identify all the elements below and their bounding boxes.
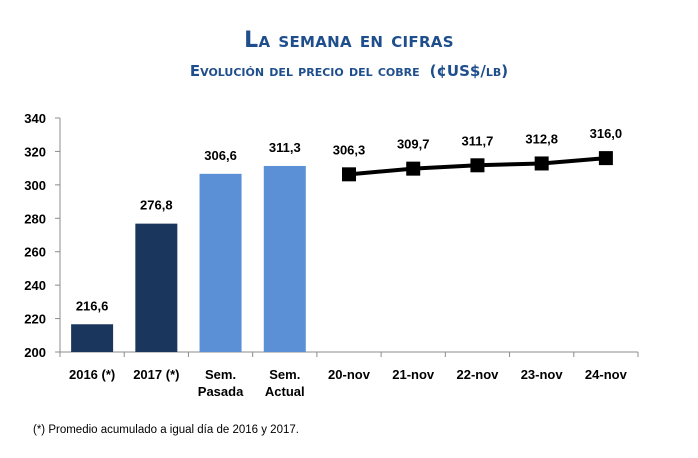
bar-data-label: 276,8 bbox=[140, 198, 173, 213]
line-marker bbox=[470, 158, 485, 173]
y-tick-label: 240 bbox=[24, 278, 46, 293]
footnote: (*) Promedio acumulado a igual día de 20… bbox=[33, 424, 299, 436]
x-tick-label: Pasada bbox=[198, 384, 244, 399]
bar bbox=[263, 165, 306, 352]
y-tick-label: 320 bbox=[24, 144, 46, 159]
line-marker bbox=[598, 151, 613, 166]
line-marker bbox=[534, 156, 549, 171]
x-tick-label: 21-nov bbox=[392, 367, 435, 382]
line-data-label: 312,8 bbox=[525, 131, 558, 146]
x-tick-label: Actual bbox=[265, 384, 305, 399]
line-data-label: 311,7 bbox=[462, 133, 494, 148]
x-tick-label: 2017 (*) bbox=[133, 367, 179, 382]
chart-subtitle: Evolución del precio del cobre (¢US$/lb) bbox=[0, 62, 698, 80]
chart-title: La semana en cifras bbox=[244, 28, 454, 53]
subtitle-text: Evolución del precio del cobre bbox=[189, 62, 420, 80]
y-tick-label: 260 bbox=[24, 245, 46, 260]
x-tick-label: Sem. bbox=[205, 367, 236, 382]
line-marker bbox=[342, 167, 356, 182]
line-marker bbox=[406, 161, 421, 176]
bar bbox=[135, 223, 178, 352]
bar-data-label: 306,6 bbox=[204, 148, 237, 163]
x-tick-label: 23-nov bbox=[521, 367, 564, 382]
x-tick-label: 2016 (*) bbox=[69, 367, 115, 382]
y-tick-label: 220 bbox=[24, 312, 46, 327]
y-tick-label: 300 bbox=[24, 178, 46, 193]
x-tick-label: 20-nov bbox=[328, 367, 371, 382]
x-tick-label: 24-nov bbox=[585, 367, 628, 382]
y-tick-label: 200 bbox=[24, 345, 46, 360]
bar-data-label: 216,6 bbox=[76, 298, 109, 313]
bar bbox=[71, 324, 114, 352]
y-tick-label: 280 bbox=[24, 211, 46, 226]
line-data-label: 306,3 bbox=[333, 142, 366, 157]
line-data-label: 309,7 bbox=[397, 137, 430, 152]
y-tick-label: 340 bbox=[24, 111, 46, 126]
subtitle-unit: (¢US$/lb) bbox=[429, 62, 509, 80]
x-tick-label: Sem. bbox=[269, 367, 300, 382]
x-tick-label: 22-nov bbox=[456, 367, 499, 382]
line-data-label: 316,0 bbox=[590, 126, 623, 141]
bar-data-label: 311,3 bbox=[269, 140, 301, 155]
bar bbox=[199, 173, 242, 352]
